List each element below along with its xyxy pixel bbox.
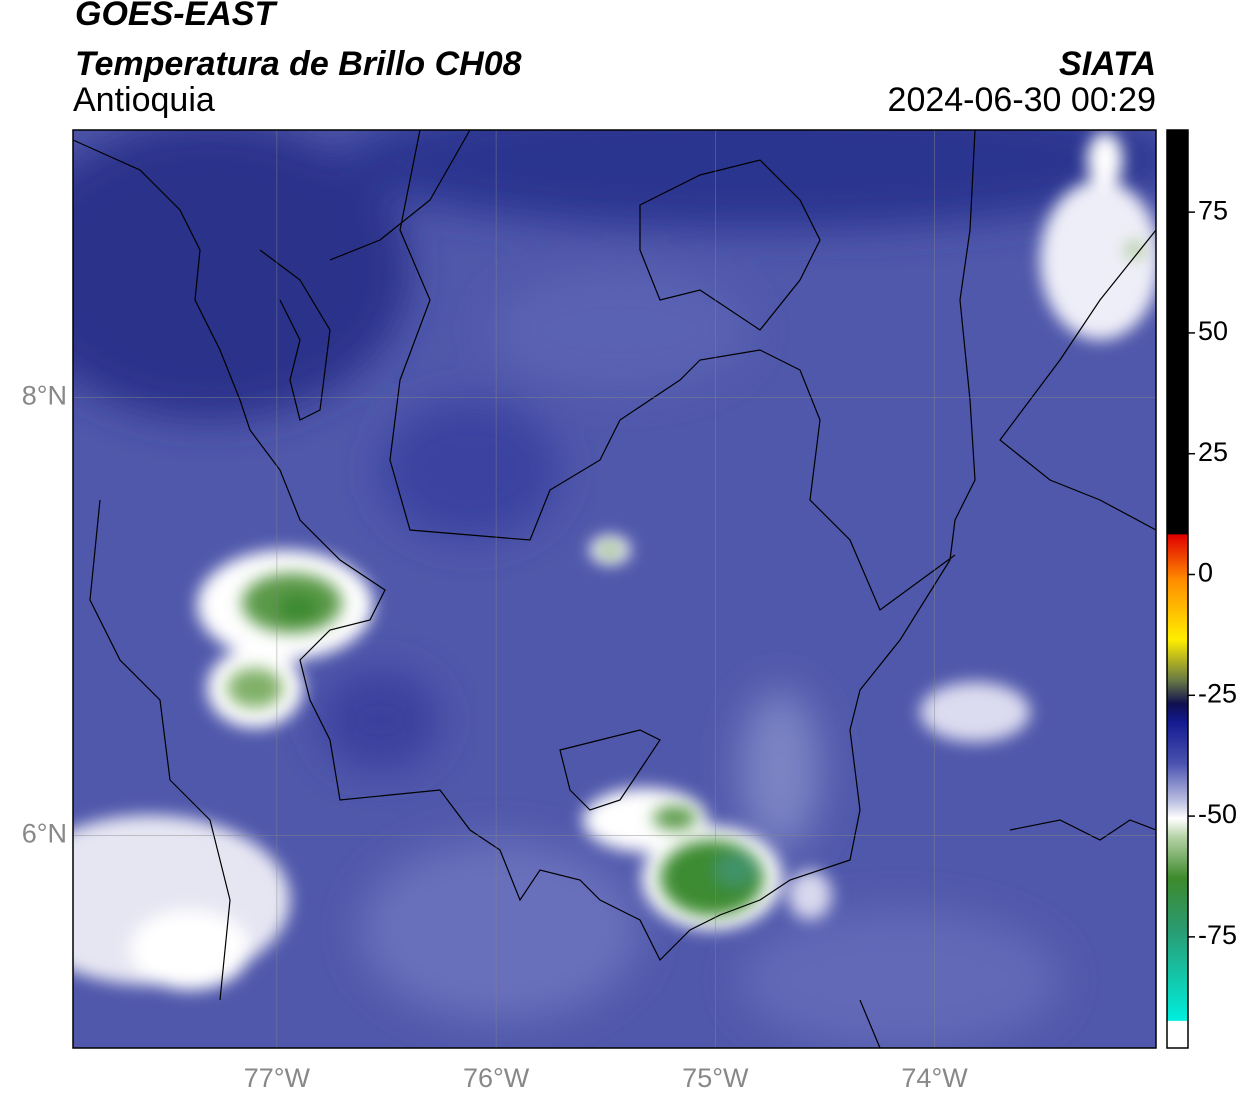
colorbar-tick-label: 75 (1198, 195, 1228, 225)
colorbar-tick-label: -25 (1198, 678, 1237, 708)
x-tick-label: 74°W (901, 1063, 968, 1093)
x-tick-label: 77°W (244, 1063, 311, 1093)
region: Antioquia (73, 81, 215, 119)
field (73, 130, 1156, 1048)
y-tick-label: 6°N (22, 819, 67, 849)
grid (73, 130, 1156, 1048)
subtitle: Temperatura de Brillo CH08 (75, 45, 522, 83)
map-frame (72, 129, 1157, 1049)
colorbar-tick-label: 25 (1198, 437, 1228, 467)
colorbar (1166, 129, 1189, 1049)
colorbar-tick-label: 0 (1198, 558, 1213, 588)
borders (73, 130, 1156, 1048)
timestamp: 2024-06-30 00:29 (888, 81, 1156, 119)
colorbar-tick-label: -50 (1198, 799, 1237, 829)
y-tick-label: 8°N (22, 380, 67, 410)
source: SIATA (1059, 45, 1156, 83)
map-area (73, 130, 1156, 1048)
cold-cores (227, 242, 1145, 916)
colorbar-tick-label: -75 (1198, 920, 1237, 950)
title: GOES-EAST (75, 0, 278, 33)
x-tick-label: 76°W (463, 1063, 530, 1093)
colorbar-tick-label: 50 (1198, 316, 1228, 346)
x-tick-label: 75°W (682, 1063, 749, 1093)
